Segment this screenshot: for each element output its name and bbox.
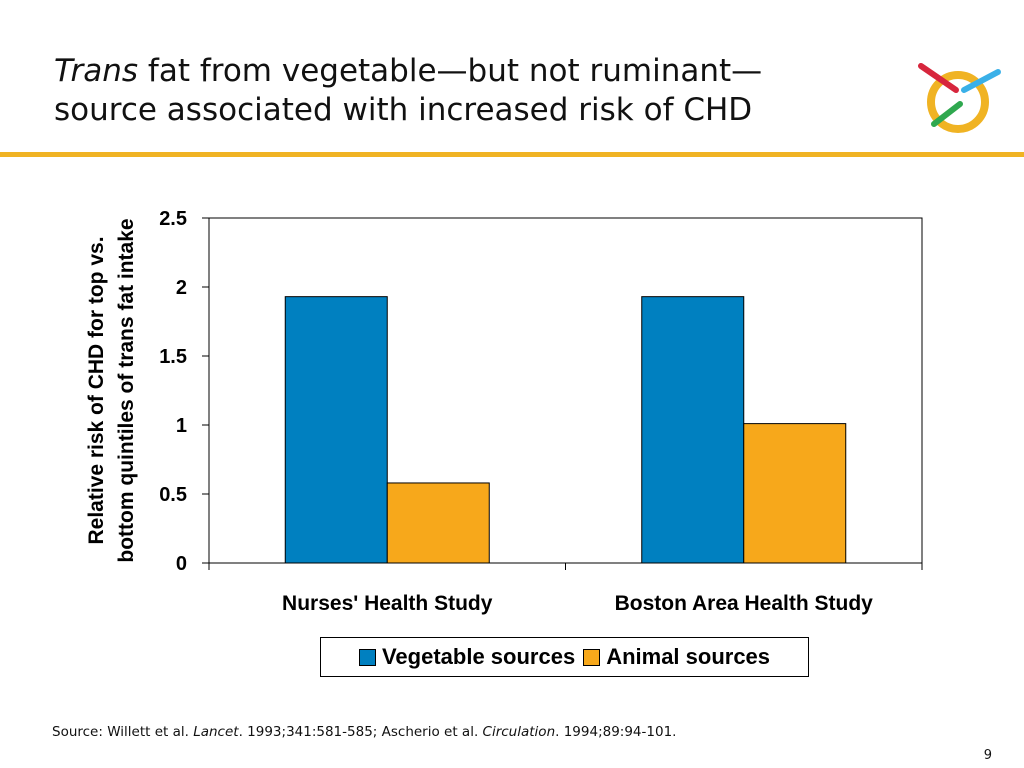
bar-vegetable-1 [641,296,745,564]
legend-swatch-animal [583,648,601,666]
slide-title: Trans fat from vegetable—but not ruminan… [54,52,894,130]
source-citation: Source: Willett et al. Lancet. 1993;341:… [52,724,952,740]
source-prefix: Source: Willett et al. [52,724,194,740]
x-category-label: Boston Area Health Study [615,592,874,615]
title-line1-rest: fat from vegetable—but not ruminant— [138,53,763,89]
x-category-label: Nurses' Health Study [282,592,493,615]
legend-swatch-vegetable [358,648,376,666]
bar-vegetable-0 [284,296,388,564]
title-divider [0,152,1024,157]
y-tick-label: 2 [176,277,187,299]
bar-chart: 0 0.5 1 1.5 2 2.5 Relative risk of CHD for top… [85,208,923,615]
y-tick-label: 0.5 [159,484,187,506]
legend-label-animal: Animal sources [606,644,771,669]
y-tick-label: 1.5 [159,346,187,368]
y-axis-title-line1: Relative risk of CHD for top vs. [85,236,108,544]
source-suffix: . 1994;89:94-101. [555,724,677,740]
source-journal-circulation: Circulation [482,724,556,740]
y-axis-title-line2: bottom quintiles of trans fat intake [115,218,138,562]
y-tick-label: 2.5 [159,208,187,230]
legend-label-vegetable: Vegetable sources [381,644,576,669]
page-number: 9 [983,748,992,763]
source-journal-lancet: Lancet [193,724,239,740]
title-italic-word: Trans [54,53,139,89]
y-tick-label: 0 [176,553,187,575]
source-mid: . 1993;341:581-585; Ascherio et al. [238,724,483,740]
legend-item-animal: Animal sources [583,644,770,670]
chart-legend: Vegetable sources Animal sources [320,637,809,677]
target-logo-icon [918,63,1001,133]
bar-animal-0 [386,482,490,564]
y-tick-label: 1 [176,415,187,437]
bar-animal-1 [743,423,847,564]
title-line2: source associated with increased risk of… [54,92,753,128]
chart-area: 0 0.5 1 1.5 2 2.5 Relative risk of CHD for top… [0,170,1024,710]
legend-item-vegetable: Vegetable sources [358,644,576,670]
